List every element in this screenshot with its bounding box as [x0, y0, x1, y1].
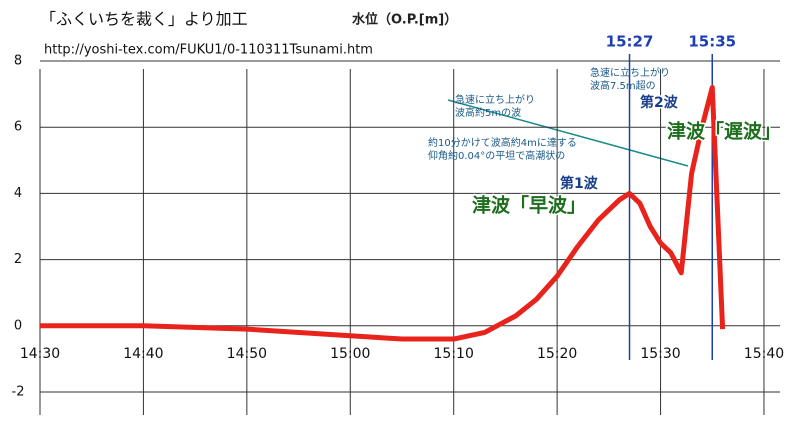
annotation: 第2波: [640, 94, 679, 111]
annotation: 仰角約0.04°の平坦で高潮状の: [428, 149, 565, 162]
time-marker-label: 15:35: [688, 33, 736, 51]
annotation: 急速に立ち上がり: [455, 93, 535, 106]
annotation: 波高約5mの波: [455, 106, 521, 119]
x-tick-label: 14:30: [20, 346, 60, 362]
annotation: 波高7.5m超の: [590, 79, 656, 92]
y-tick-label: 2: [14, 252, 22, 267]
y-tick-label: 0: [14, 318, 22, 333]
y-tick-label: 4: [14, 186, 22, 201]
annotation-leader: [447, 99, 689, 167]
data-line: [40, 84, 726, 342]
annotation: 第1波: [560, 175, 599, 192]
x-tick-label: 14:40: [123, 346, 163, 362]
source-url: http://yoshi-tex.com/FUKU1/0-110311Tsuna…: [44, 43, 373, 58]
y-tick-label: 8: [14, 54, 22, 69]
y-axis-label: 水位（O.P.[m]）: [352, 12, 457, 28]
y-tick-label: -2: [12, 385, 25, 400]
x-tick-label: 14:50: [227, 346, 267, 362]
x-tick-label: 15:00: [330, 346, 370, 362]
annotation: 津波「遅波」: [667, 120, 781, 143]
chart-title: 「ふくいちを裁く」より加工: [40, 10, 248, 29]
time-marker-label: 15:27: [606, 33, 654, 51]
x-tick-label: 15:10: [434, 346, 474, 362]
y-tick-label: 6: [14, 120, 22, 135]
annotation: 津波「早波」: [472, 194, 586, 217]
annotation: 約10分かけて波高約4mに達する: [428, 136, 577, 149]
x-tick-label: 15:20: [537, 346, 577, 362]
x-tick-label: 15:30: [640, 346, 680, 362]
annotation: 急速に立ち上がり: [590, 66, 670, 79]
x-tick-label: 15:40: [744, 346, 784, 362]
